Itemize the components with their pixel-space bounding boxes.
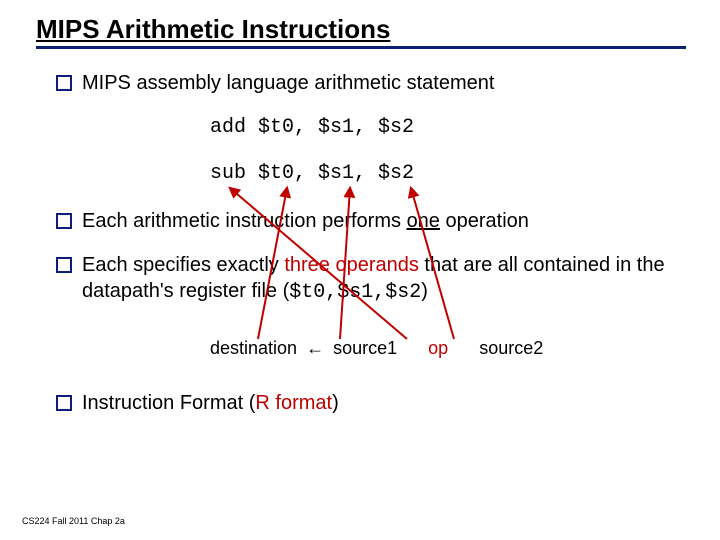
bullet-icon bbox=[56, 75, 72, 91]
bullet-4-b: R format bbox=[255, 392, 332, 414]
src1-label: source1 bbox=[333, 338, 397, 358]
slide-title: MIPS Arithmetic Instructions bbox=[36, 14, 390, 45]
bullet-2-text: Each arithmetic instruction performs one… bbox=[82, 208, 529, 234]
bullet-icon bbox=[56, 257, 72, 273]
bullet-3: Each specifies exactly three operands th… bbox=[56, 252, 686, 306]
src2-label: source2 bbox=[479, 338, 543, 358]
format-line: destination ← source1 op source2 bbox=[210, 338, 543, 359]
op-label: op bbox=[428, 338, 448, 358]
bullet-3-text: Each specifies exactly three operands th… bbox=[82, 252, 686, 306]
bullet-3-a: Each specifies exactly bbox=[82, 254, 284, 276]
bullet-1-text: MIPS assembly language arithmetic statem… bbox=[82, 70, 494, 96]
arrow-glyph: ← bbox=[306, 338, 324, 358]
bullet-2-a: Each arithmetic instruction performs bbox=[82, 210, 407, 232]
footer-text: CS224 Fall 2011 Chap 2a bbox=[22, 516, 125, 526]
bullet-3-d: $t0,$s1,$s2 bbox=[289, 281, 421, 304]
dest-label: destination bbox=[210, 338, 297, 358]
bullet-4-a: Instruction Format ( bbox=[82, 392, 255, 414]
bullet-2-b: one bbox=[407, 210, 440, 232]
bullet-3-e: ) bbox=[421, 280, 428, 302]
code-line-1: add $t0, $s1, $s2 bbox=[210, 116, 414, 139]
title-rule bbox=[36, 46, 686, 49]
bullet-3-b: three operands bbox=[284, 254, 419, 276]
code-line-2: sub $t0, $s1, $s2 bbox=[210, 162, 414, 185]
bullet-2-c: operation bbox=[440, 210, 529, 232]
bullet-1: MIPS assembly language arithmetic statem… bbox=[56, 70, 494, 96]
bullet-icon bbox=[56, 395, 72, 411]
bullet-4: Instruction Format (R format) bbox=[56, 390, 339, 416]
bullet-4-text: Instruction Format (R format) bbox=[82, 390, 339, 416]
bullet-icon bbox=[56, 213, 72, 229]
bullet-4-c: ) bbox=[332, 392, 339, 414]
bullet-2: Each arithmetic instruction performs one… bbox=[56, 208, 529, 234]
